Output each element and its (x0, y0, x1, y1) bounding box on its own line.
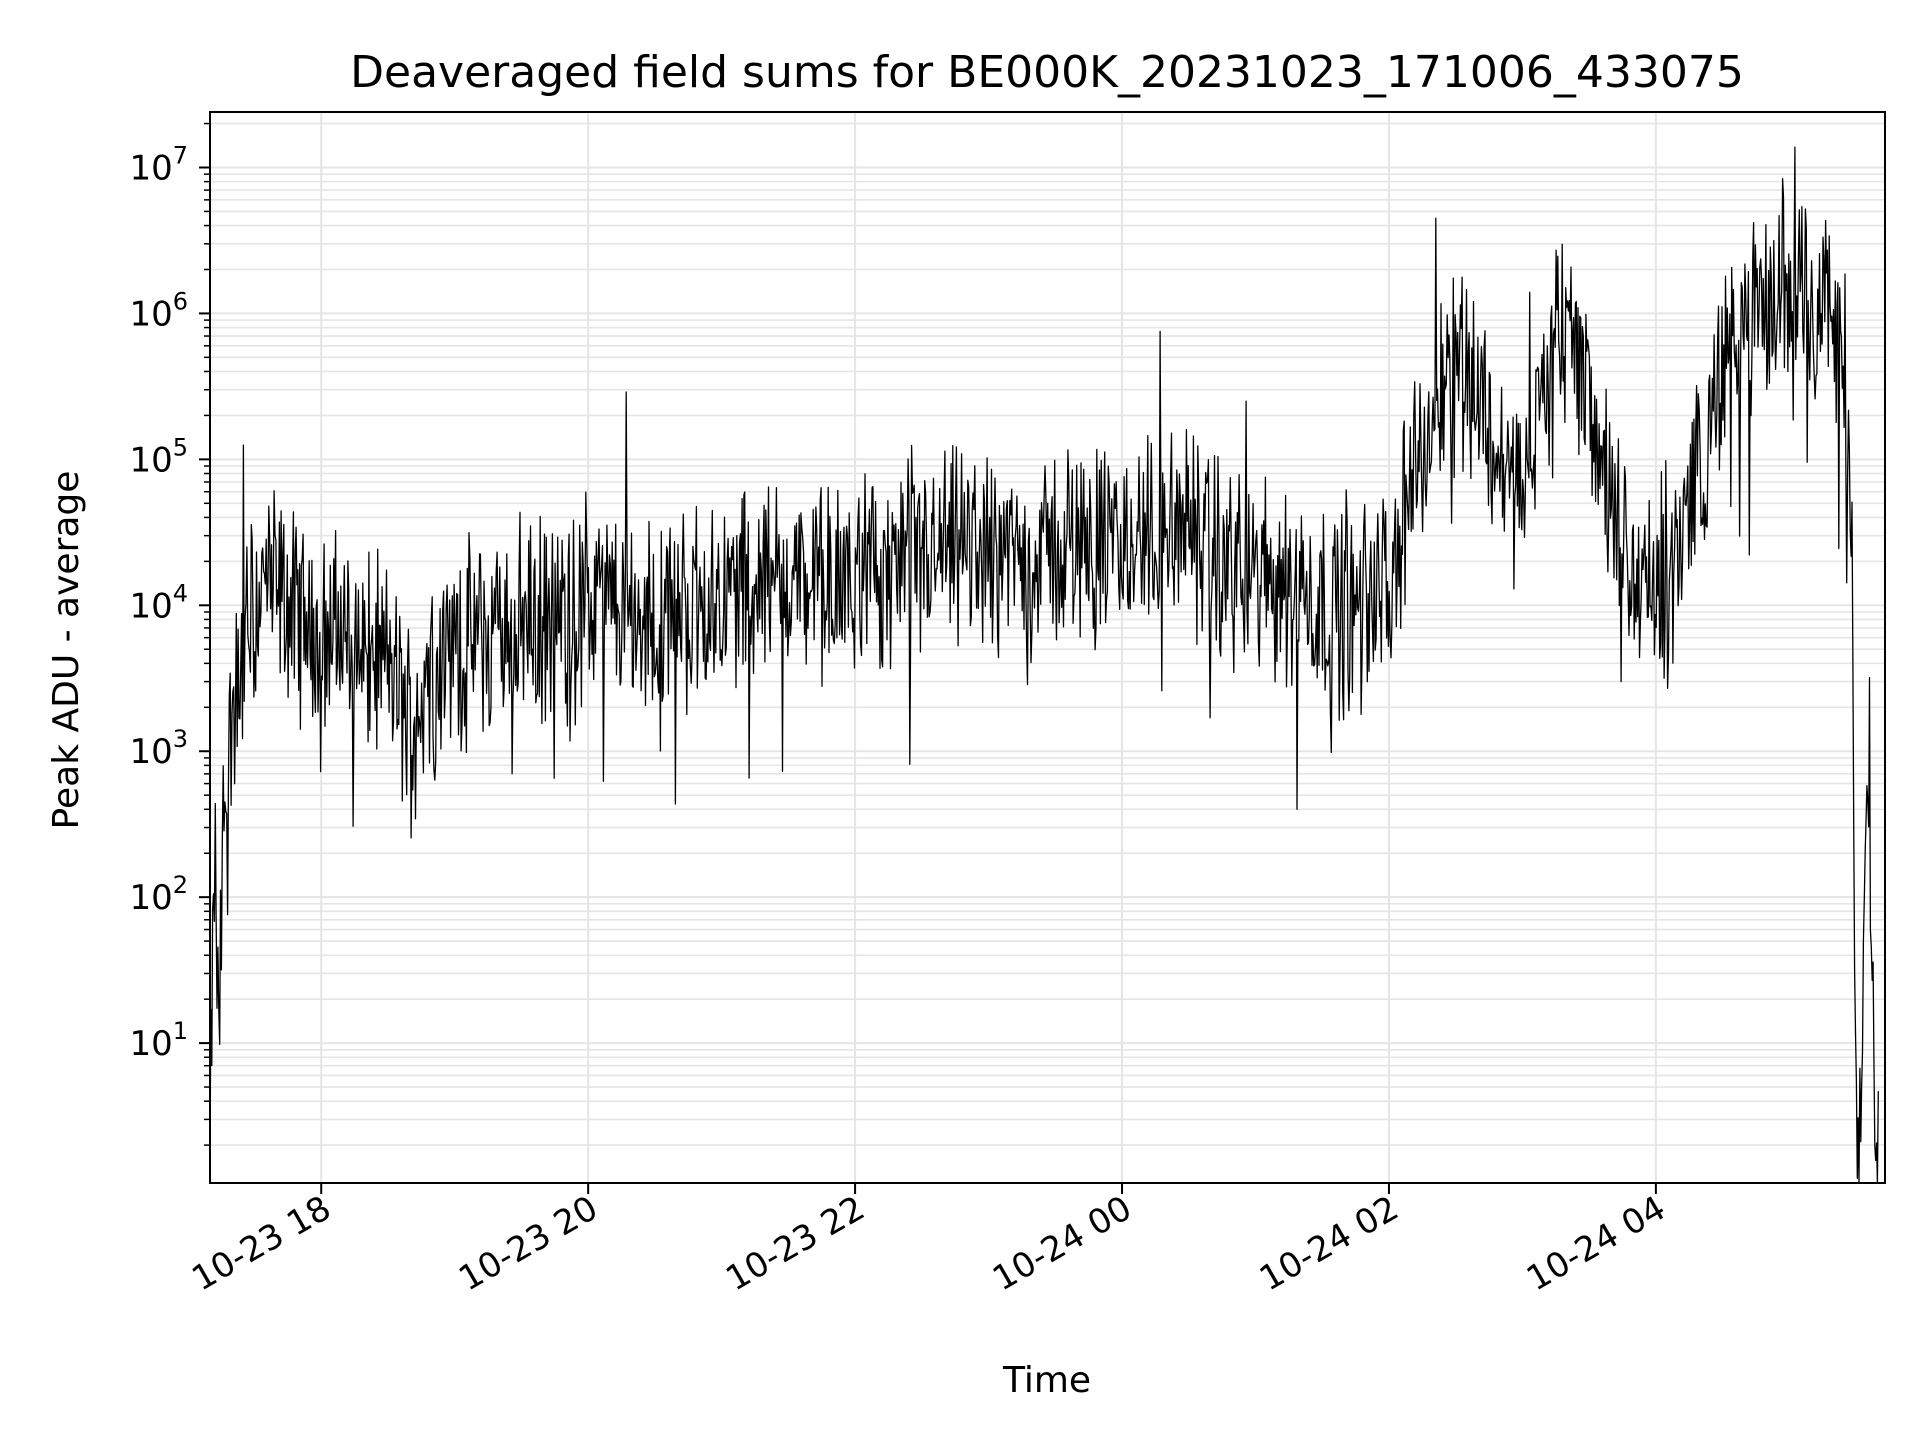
y-tick-label: 105 (129, 433, 188, 480)
y-tick-label: 101 (129, 1017, 188, 1064)
y-tick-label: 103 (129, 725, 188, 772)
y-tick-label: 104 (129, 579, 188, 626)
series-line (210, 146, 1879, 1183)
series-area (210, 146, 1879, 1183)
y-tick-label: 107 (129, 141, 188, 188)
y-axis-ticks: 101 102 103 104 105 106 107 (129, 122, 210, 1146)
x-axis-label: Time (1002, 1360, 1091, 1401)
y-tick-label: 102 (129, 871, 188, 918)
y-axis-label: Peak ADU - average (46, 471, 87, 830)
chart-title: Deaveraged field sums for BE000K_2023102… (350, 47, 1744, 98)
y-tick-label: 106 (129, 287, 188, 334)
plot-frame (209, 111, 1886, 1184)
